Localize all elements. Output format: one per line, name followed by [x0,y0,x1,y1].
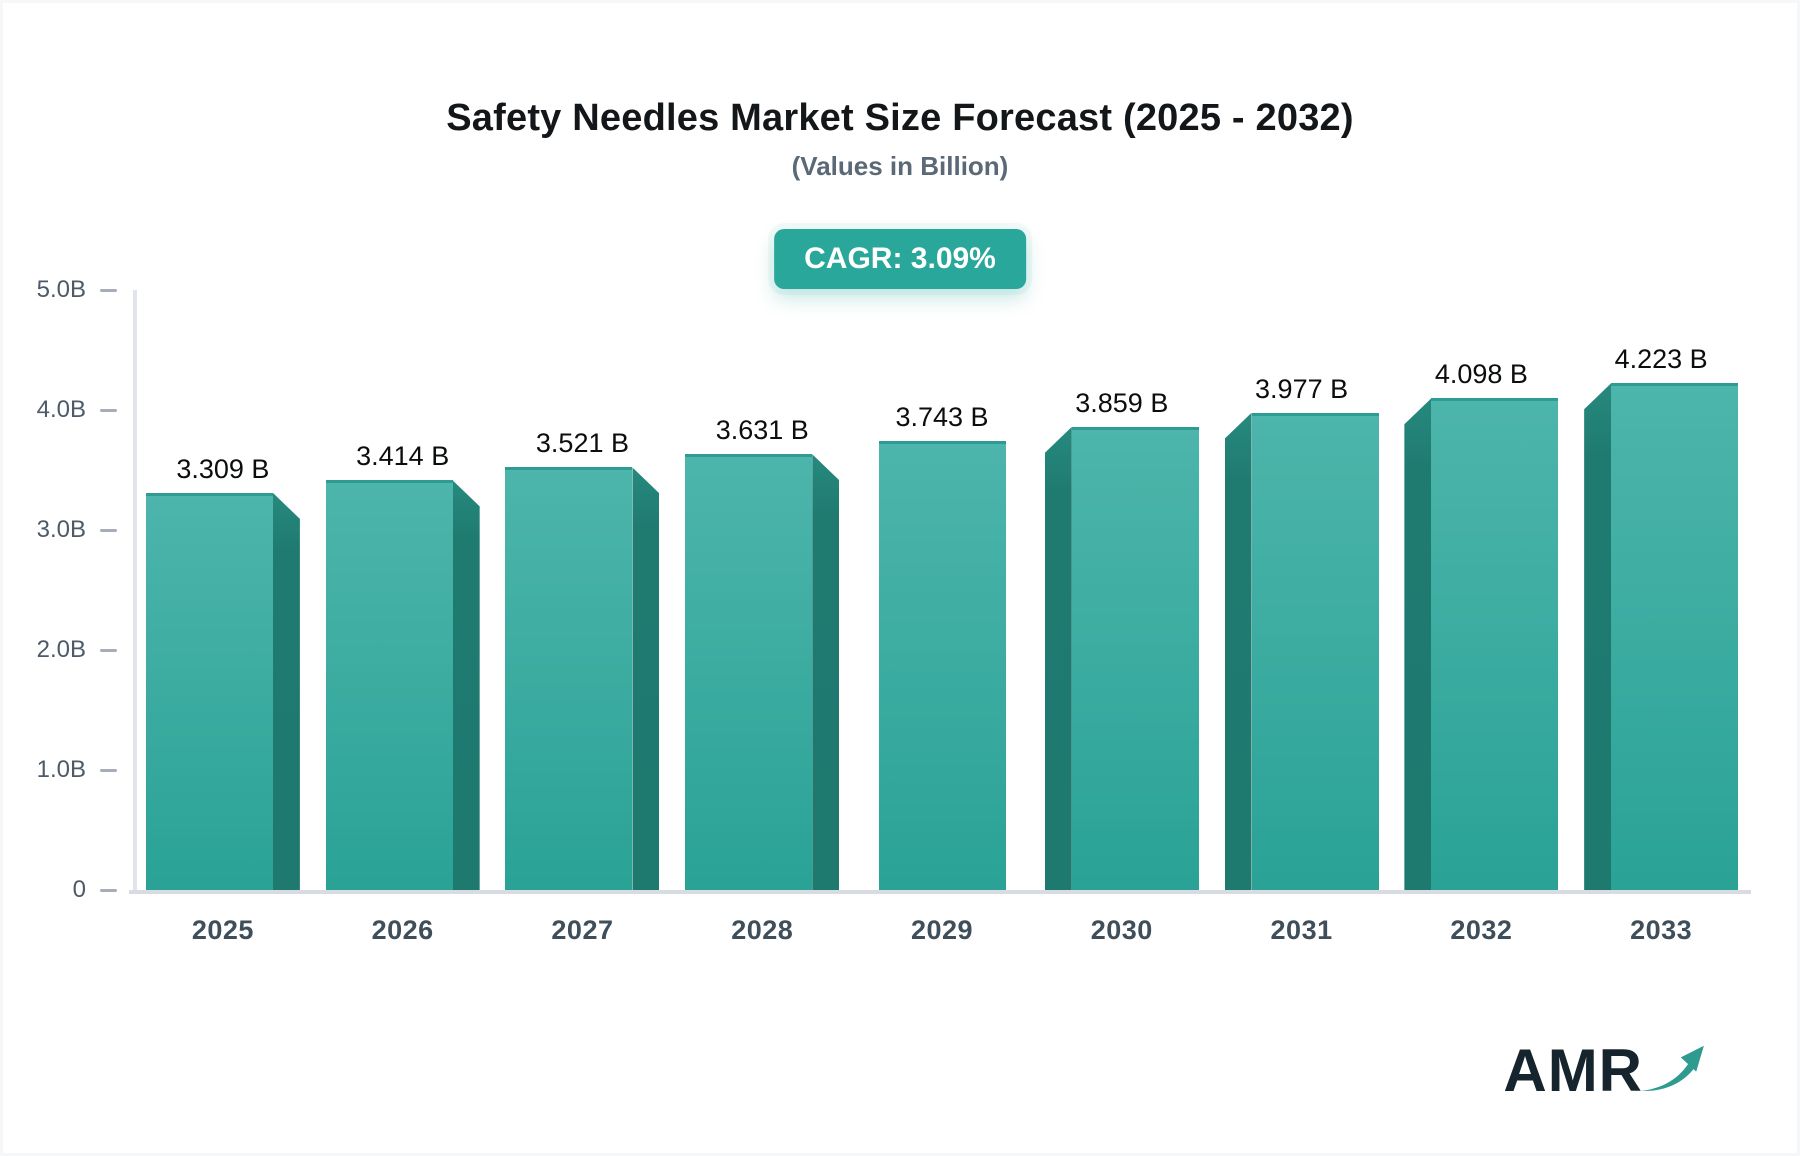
cagr-badge: CAGR: 3.09% [774,229,1026,289]
bar-side-panel [1404,398,1432,890]
bar-group-2029: 3.743 B 2029 [852,290,1032,945]
bar-value-label: 3.309 B [176,453,270,484]
y-tick-label: 5.0B [36,276,86,303]
bar-2026 [325,480,480,890]
bar-side-panel [1584,383,1612,890]
bar-2027 [505,467,660,890]
bar-value-label: 3.743 B [895,401,989,432]
x-axis-label: 2032 [1450,915,1513,945]
y-tick: 2.0B [37,636,117,664]
amr-logo: AMR [1503,1041,1705,1101]
x-axis-label: 2027 [551,915,614,945]
bar-value-label: 4.098 B [1434,359,1528,390]
bar-side-panel [812,454,840,890]
bar-2025 [145,492,300,890]
bar-side-panel [272,492,300,890]
bar-2030 [1044,426,1199,890]
bar-value-label: 3.521 B [535,428,629,459]
y-tick: 0 [73,876,117,904]
bar-value-label: 3.414 B [356,441,450,472]
bar-2028 [685,454,840,890]
y-tick-label: 4.0B [36,396,86,423]
bar-group-2030: 3.859 B 2030 [1032,290,1212,945]
bar-value-label: 3.977 B [1255,373,1349,404]
bar-face [685,454,813,890]
x-axis-label: 2029 [910,915,974,945]
plot-area: 3.309 B 2025 3.414 B 2026 3.521 B 2027 3.631 B… [37,276,1751,945]
chart-subtitle: (Values in Billion) [791,151,1009,181]
y-tick: 1.0B [37,756,117,784]
y-tick-mark [100,408,117,412]
bar-side-panel [1224,412,1252,890]
y-tick-label: 0 [72,876,86,903]
bar-group-2032: 4.098 B 2032 [1391,290,1571,945]
y-tick-mark [100,768,117,772]
bar-group-2033: 4.223 B 2033 [1571,290,1751,945]
bar-face [1071,426,1199,890]
x-axis-baseline [129,890,1751,894]
bar-value-label: 4.223 B [1614,344,1708,375]
x-axis-label: 2025 [191,915,254,945]
bar-face [325,480,453,890]
bar-group-2031: 3.977 B 2031 [1212,290,1392,945]
x-axis-label: 2028 [731,915,794,945]
bar-value-label: 3.859 B [1075,387,1169,418]
x-axis-label: 2031 [1270,915,1333,945]
bar-side-panel [632,467,660,890]
y-tick-mark [100,648,117,652]
bar-face [1251,412,1379,890]
x-axis-label: 2026 [371,915,434,945]
y-tick: 4.0B [37,396,117,424]
x-axis-label: 2033 [1630,915,1693,945]
y-tick-mark [100,528,117,532]
bar-2033 [1584,383,1739,890]
bar-face [145,492,273,890]
bar-face [878,440,1006,890]
y-tick-label: 1.0B [36,756,86,783]
bar-value-label: 3.631 B [715,415,809,446]
y-axis-line [133,290,137,890]
y-tick-label: 2.0B [36,636,86,663]
amr-logo-text: AMR [1503,1037,1643,1104]
y-tick: 5.0B [37,276,117,304]
bar-group-2028: 3.631 B 2028 [672,290,852,945]
y-tick: 3.0B [37,516,117,544]
y-tick-mark [100,888,117,892]
x-axis-label: 2030 [1090,915,1153,945]
y-tick-mark [100,288,117,292]
y-tick-label: 3.0B [36,516,86,543]
bar-group-2026: 3.414 B 2026 [313,290,493,945]
growth-arrow-icon [1641,1045,1704,1091]
bar-side-panel [1044,426,1072,890]
bar-group-2025: 3.309 B 2025 [133,290,313,945]
bar-group-2027: 3.521 B 2027 [493,290,673,945]
bar-face [1611,383,1739,890]
bar-face [1431,398,1559,890]
bar-side-panel [452,480,480,890]
chart-title: Safety Needles Market Size Forecast (202… [446,97,1354,139]
bars-row: 3.309 B 2025 3.414 B 2026 3.521 B 2027 3.631 B… [133,290,1751,945]
bar-face [505,467,633,890]
bar-2032 [1404,398,1559,890]
bar-2029 [878,440,1006,890]
bar-2031 [1224,412,1379,890]
